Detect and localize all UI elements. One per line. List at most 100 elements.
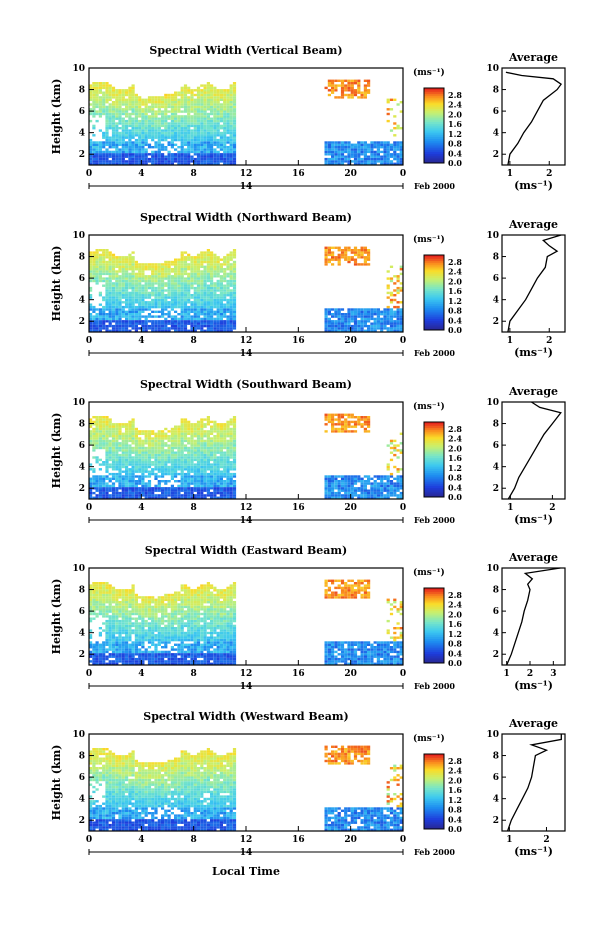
y-tick-label: 2 (79, 650, 85, 660)
avg-x-tick-label: 3 (550, 669, 556, 679)
avg-x-tick-label: 1 (506, 835, 512, 845)
x-tick-label: 12 (240, 503, 253, 513)
heatmap-cells (89, 746, 403, 831)
colorbar-tick-label: 2.0 (448, 109, 462, 119)
avg-title: Average (508, 717, 558, 730)
date-label: Feb 2000 (414, 847, 455, 857)
colorbar-tick-label: 1.6 (448, 619, 462, 629)
x-tick-label: 4 (138, 835, 144, 845)
colorbar-tick-label: 1.2 (448, 296, 462, 306)
colorbar-tick-label: 2.0 (448, 443, 462, 453)
x-tick-label: 16 (292, 503, 305, 513)
day-label: 14 (240, 848, 253, 858)
colorbar-tick-label: 0.4 (448, 482, 462, 492)
panel-title: Spectral Width (Westward Beam) (143, 710, 348, 723)
y-tick-label: 8 (79, 586, 85, 596)
heatmap-cells (89, 247, 403, 332)
y-tick-label: 10 (72, 231, 85, 241)
avg-x-label: (ms⁻¹) (514, 346, 553, 359)
colorbar-tick-label: 0.4 (448, 315, 462, 325)
x-tick-label: 12 (240, 169, 253, 179)
panel-3: Spectral Width (Southward Beam)246810Hei… (50, 378, 565, 526)
date-label: Feb 2000 (414, 515, 455, 525)
avg-y-tick-label: 8 (493, 586, 499, 596)
colorbar-tick-label: 1.6 (448, 785, 462, 795)
avg-y-tick-label: 4 (493, 629, 499, 639)
colorbar-tick-label: 2.8 (448, 257, 462, 267)
y-tick-label: 8 (79, 253, 85, 263)
x-tick-label: 16 (292, 669, 305, 679)
avg-y-tick-label: 2 (493, 317, 499, 327)
avg-x-label: (ms⁻¹) (514, 845, 553, 858)
x-tick-label: 12 (240, 669, 253, 679)
x-tick-label: 20 (344, 169, 357, 179)
avg-y-tick-label: 10 (486, 730, 499, 740)
colorbar-tick-label: 0.8 (448, 473, 462, 483)
y-tick-label: 2 (79, 816, 85, 826)
panel-title: Spectral Width (Northward Beam) (140, 211, 352, 224)
avg-x-tick-label: 1 (504, 669, 510, 679)
colorbar-tick-label: 1.2 (448, 463, 462, 473)
colorbar-tick-label: 2.4 (448, 766, 462, 776)
panel-4: Spectral Width (Eastward Beam)246810Heig… (50, 544, 565, 692)
y-tick-label: 4 (79, 629, 85, 639)
y-tick-label: 10 (72, 398, 85, 408)
avg-x-tick-label: 1 (507, 169, 513, 179)
avg-profile-line (506, 72, 561, 165)
avg-frame (502, 734, 565, 831)
y-axis-label: Height (km) (50, 246, 63, 322)
avg-y-tick-label: 2 (493, 484, 499, 494)
y-tick-label: 6 (79, 607, 85, 617)
colorbar (424, 422, 444, 497)
colorbar-unit: (ms⁻¹) (413, 67, 445, 78)
colorbar-tick-label: 2.0 (448, 609, 462, 619)
heatmap-cells (89, 414, 403, 499)
avg-frame (502, 402, 565, 499)
date-label: Feb 2000 (414, 348, 455, 358)
date-label: Feb 2000 (414, 681, 455, 691)
colorbar-tick-label: 1.2 (448, 129, 462, 139)
x-tick-label: 4 (138, 503, 144, 513)
avg-y-tick-label: 6 (493, 107, 499, 117)
avg-y-tick-label: 8 (493, 420, 499, 430)
avg-y-tick-label: 10 (486, 231, 499, 241)
y-tick-label: 4 (79, 795, 85, 805)
avg-y-tick-label: 10 (486, 398, 499, 408)
colorbar-tick-label: 2.4 (448, 100, 462, 110)
avg-y-tick-label: 6 (493, 441, 499, 451)
avg-x-label: (ms⁻¹) (514, 679, 553, 692)
x-tick-label: 8 (191, 503, 197, 513)
x-tick-label: 0 (86, 669, 92, 679)
avg-x-tick-label: 2 (546, 336, 552, 346)
x-tick-label: 8 (191, 835, 197, 845)
avg-x-tick-label: 2 (527, 669, 533, 679)
colorbar-unit: (ms⁻¹) (413, 567, 445, 578)
colorbar-tick-label: 1.6 (448, 119, 462, 129)
y-tick-label: 8 (79, 752, 85, 762)
panel-2: Spectral Width (Northward Beam)246810Hei… (50, 211, 565, 359)
x-tick-label: 0 (400, 503, 406, 513)
y-tick-label: 6 (79, 441, 85, 451)
y-axis-label: Height (km) (50, 745, 63, 821)
x-tick-label: 0 (86, 503, 92, 513)
avg-title: Average (508, 218, 558, 231)
y-tick-label: 8 (79, 86, 85, 96)
colorbar-tick-label: 2.8 (448, 590, 462, 600)
x-tick-label: 4 (138, 669, 144, 679)
colorbar-unit: (ms⁻¹) (413, 234, 445, 245)
colorbar-tick-label: 0.4 (448, 648, 462, 658)
colorbar-unit: (ms⁻¹) (413, 733, 445, 744)
y-axis-label: Height (km) (50, 579, 63, 655)
avg-profile-line (508, 235, 561, 332)
y-tick-label: 10 (72, 64, 85, 74)
y-tick-label: 4 (79, 463, 85, 473)
avg-profile-line (507, 568, 561, 665)
x-tick-label: 0 (86, 169, 92, 179)
y-tick-label: 10 (72, 564, 85, 574)
colorbar-tick-label: 1.2 (448, 629, 462, 639)
avg-x-label: (ms⁻¹) (514, 179, 553, 192)
colorbar-tick-label: 0.8 (448, 306, 462, 316)
avg-x-tick-label: 2 (543, 835, 549, 845)
avg-frame (502, 568, 565, 665)
